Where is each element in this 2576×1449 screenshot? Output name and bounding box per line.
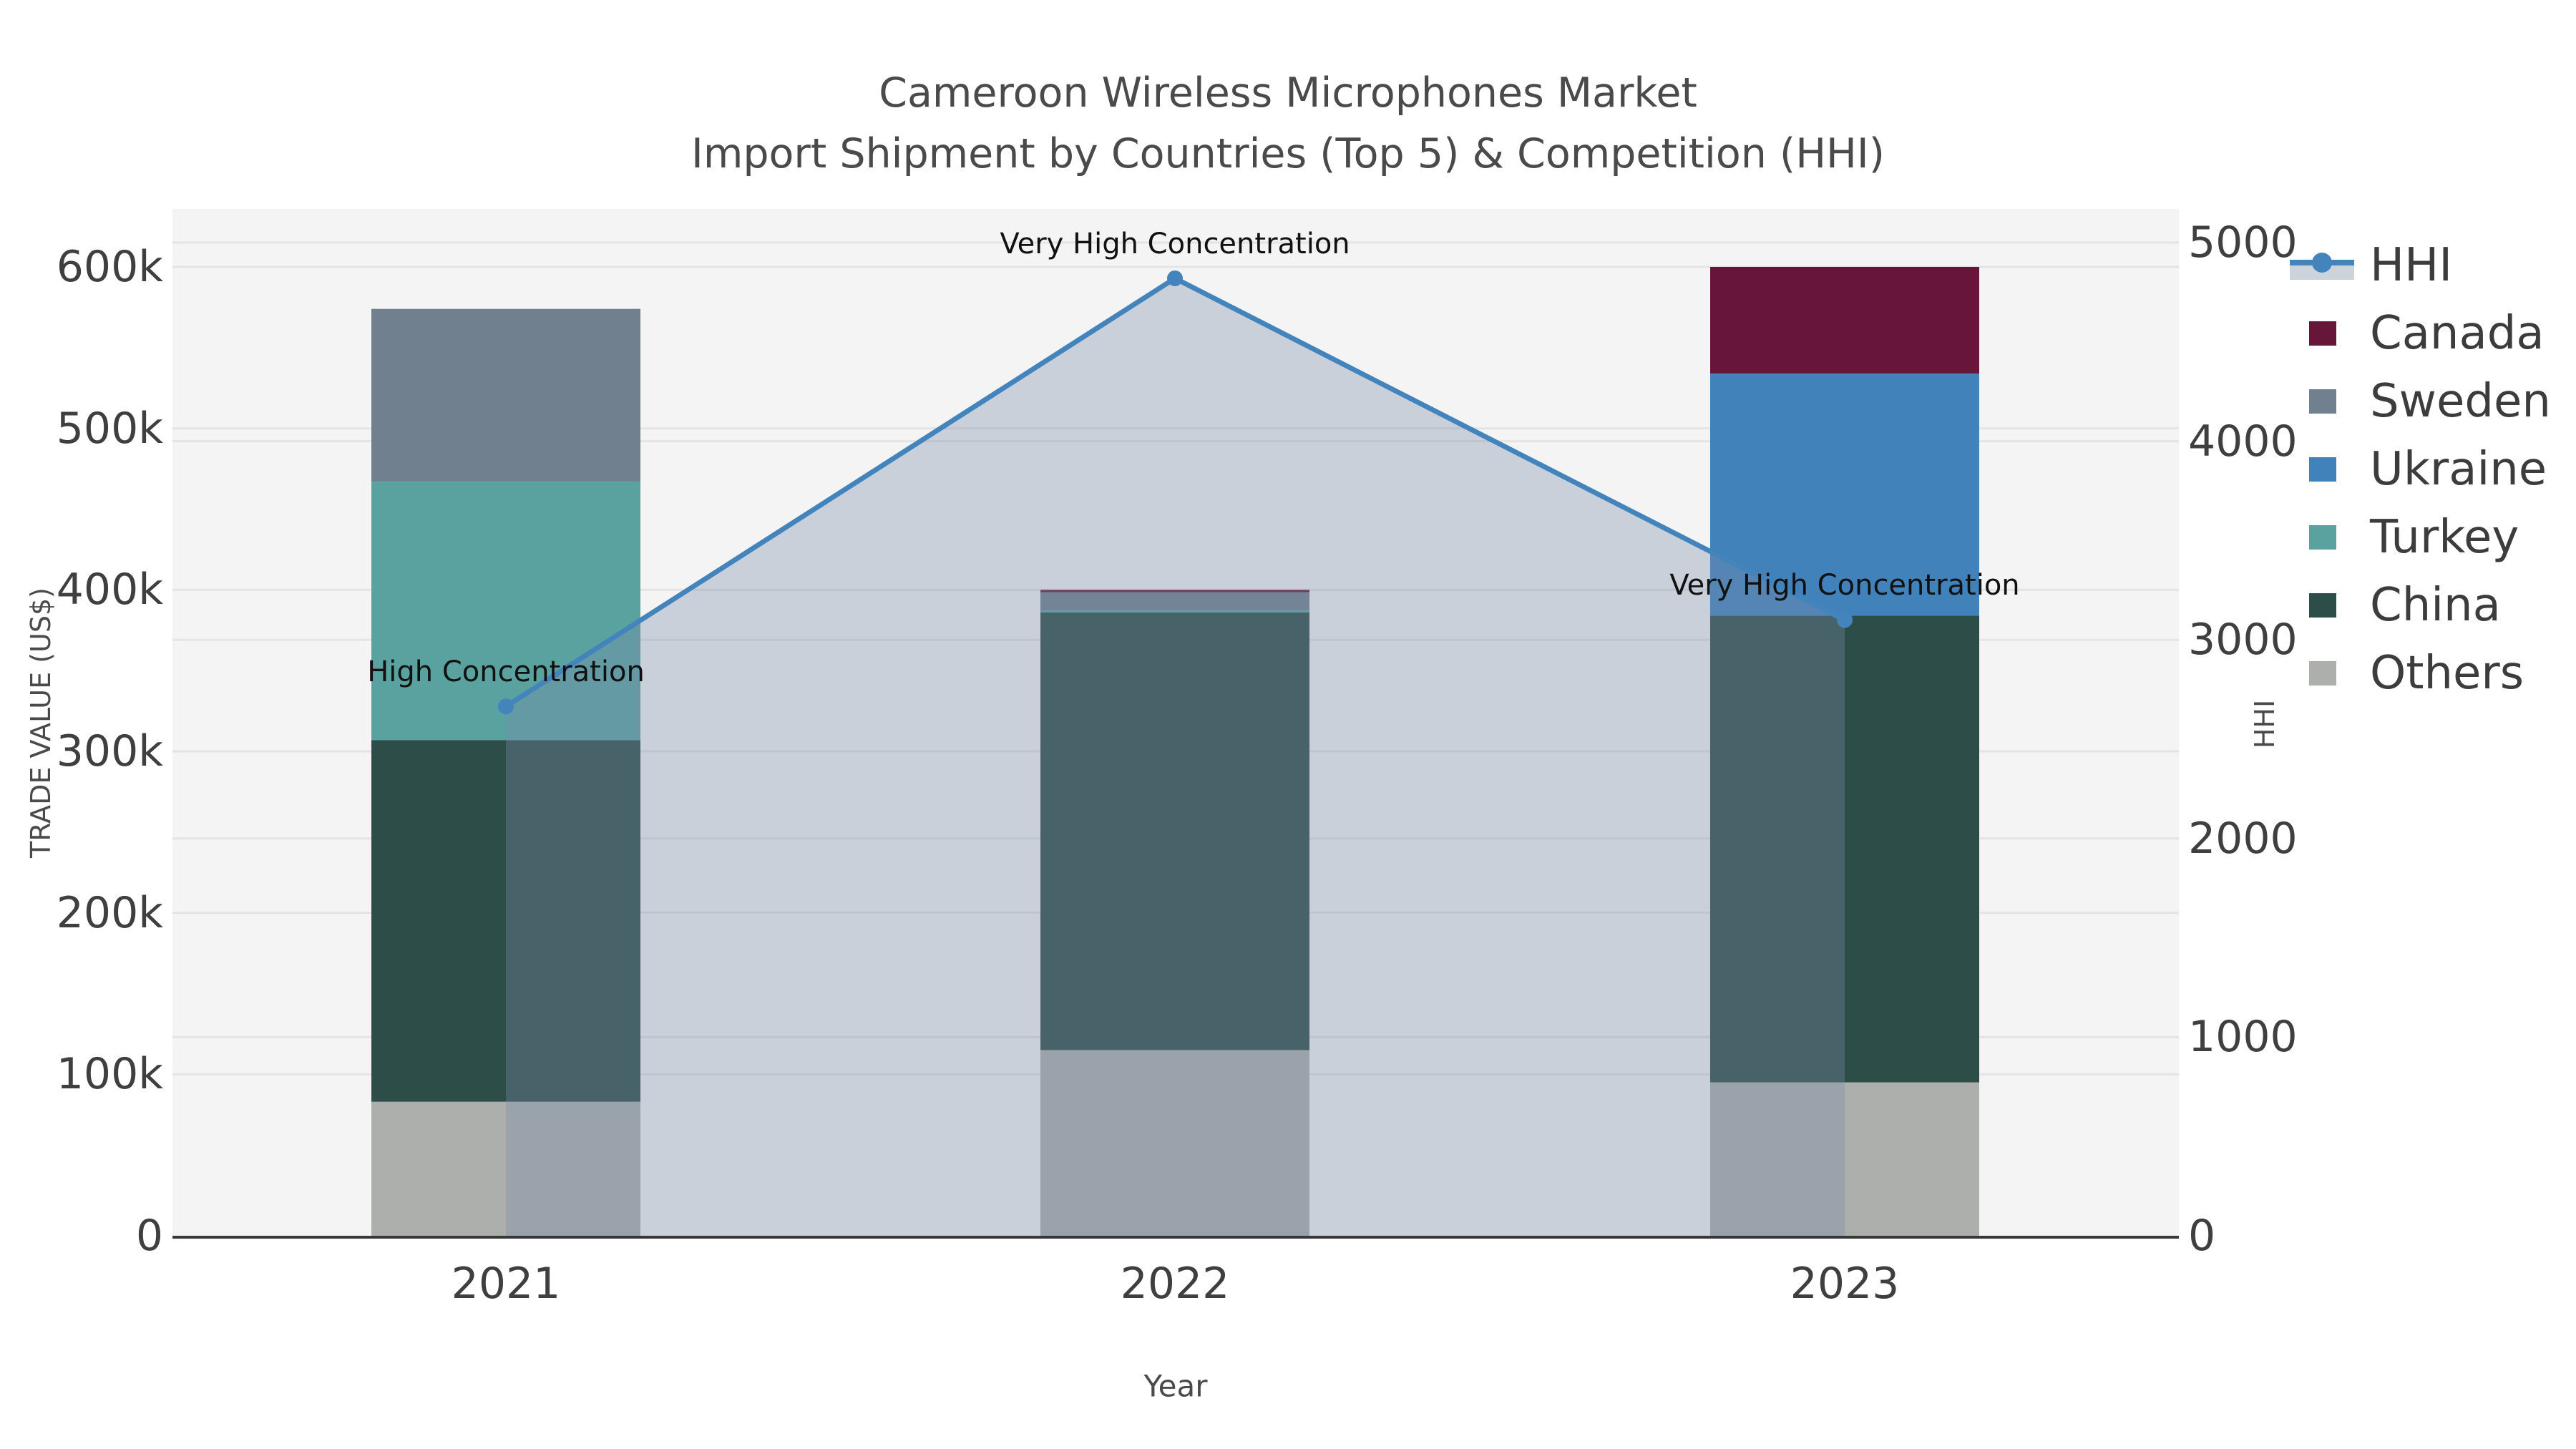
y-left-tick: 600k [56, 242, 163, 292]
legend-label-china: China [2370, 579, 2501, 632]
legend-swatch-china [2309, 593, 2336, 618]
y-left-axis-title: TRADE VALUE (US$) [25, 587, 57, 858]
x-tick: 2022 [1120, 1259, 1230, 1309]
chart-title-line1: Cameroon Wireless Microphones Market [879, 69, 1697, 117]
y-right-tick: 3000 [2188, 615, 2298, 665]
y-right-tick: 2000 [2188, 813, 2298, 864]
y-left-tick: 300k [56, 726, 163, 776]
y-right-tick: 1000 [2188, 1012, 2298, 1063]
y-left-tick: 500k [56, 403, 163, 454]
legend-swatch-canada [2309, 321, 2336, 346]
y-left-tick: 400k [56, 565, 163, 615]
y-left-tick: 0 [135, 1211, 163, 1261]
y-right-tick: 5000 [2188, 218, 2298, 268]
y-left-tick: 100k [56, 1049, 163, 1100]
legend-label-turkey: Turkey [2370, 511, 2519, 564]
legend-label-hhi: HHI [2370, 239, 2453, 292]
legend-label-canada: Canada [2370, 307, 2545, 360]
annotation-label: Very High Concentration [1000, 227, 1350, 260]
x-axis-title: Year [1143, 1368, 1208, 1404]
x-tick: 2023 [1790, 1259, 1900, 1309]
y-right-tick: 0 [2188, 1211, 2216, 1261]
x-tick: 2021 [451, 1259, 561, 1309]
legend-label-sweden: Sweden [2370, 375, 2551, 428]
legend-swatch-sweden [2309, 389, 2336, 414]
annotation-label: High Concentration [367, 655, 645, 689]
legend-swatch-turkey [2309, 525, 2336, 550]
legend-swatch-others [2309, 661, 2336, 686]
annotation-label: Very High Concentration [1669, 569, 2020, 602]
legend-hhi-marker-icon [2312, 253, 2332, 273]
y-right-tick: 4000 [2188, 416, 2298, 467]
y-left-tick: 200k [56, 887, 163, 938]
chart-title-line2: Import Shipment by Countries (Top 5) & C… [691, 130, 1885, 177]
y-right-axis-title: HHI [2249, 699, 2280, 749]
legend-label-ukraine: Ukraine [2370, 443, 2547, 496]
legend-label-others: Others [2370, 647, 2524, 700]
legend-swatch-ukraine [2309, 457, 2336, 482]
